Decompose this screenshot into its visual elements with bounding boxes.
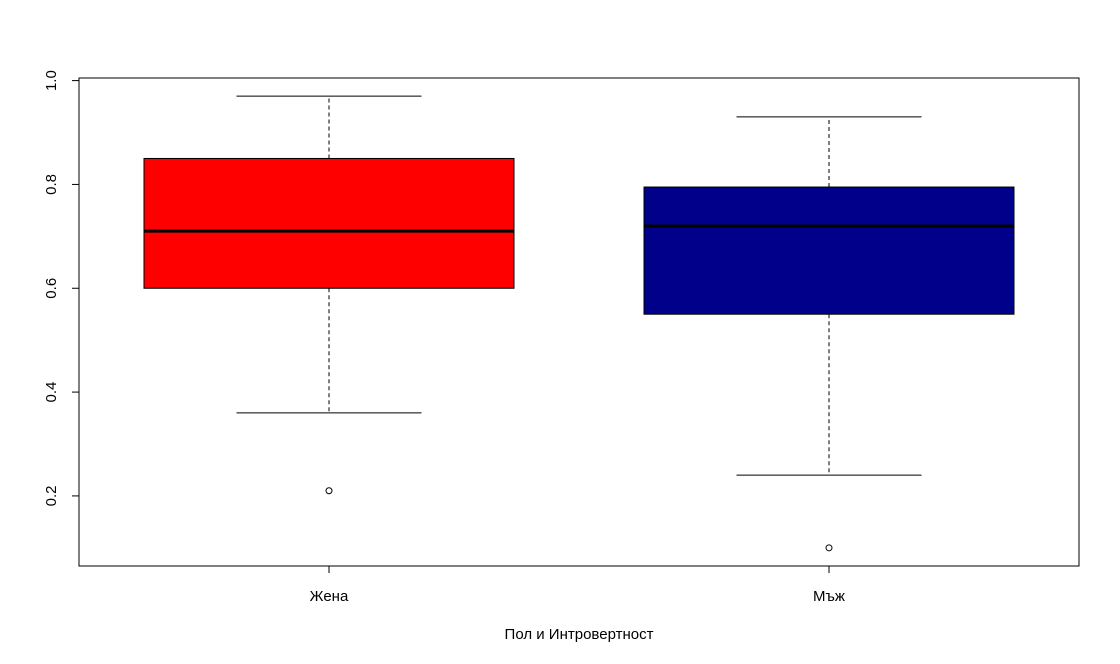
chart-marks: [143, 95, 1015, 552]
iqr-box: [643, 186, 1015, 315]
x-axis-title: Пол и Интровертност: [505, 626, 654, 643]
x-tick-label: Жена: [310, 588, 349, 605]
y-tick-label: 0.4: [43, 382, 60, 403]
x-tick-label: Мъж: [813, 588, 845, 605]
outlier-point: [325, 487, 333, 495]
y-tick-label: 0.6: [43, 278, 60, 299]
iqr-box: [143, 157, 515, 289]
x-axis: Жена Мъж: [310, 565, 845, 605]
y-tick-label: 1.0: [43, 70, 60, 91]
y-tick-label: 0.2: [43, 485, 60, 506]
plot-frame: [78, 77, 1080, 567]
box-1: [143, 95, 515, 495]
outlier-point: [825, 544, 833, 552]
y-tick-label: 0.8: [43, 174, 60, 195]
box-2: [643, 116, 1015, 552]
y-axis: 0.2 0.4 0.6 0.8 1.0: [43, 70, 80, 506]
